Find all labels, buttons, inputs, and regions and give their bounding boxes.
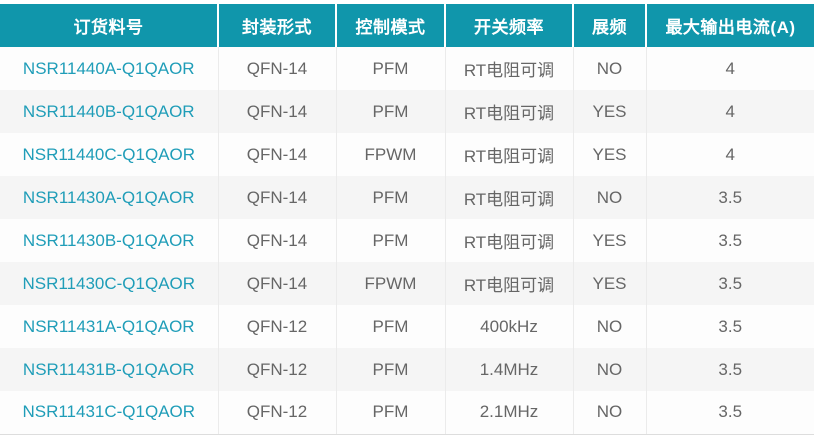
- max-current-cell: 4: [645, 133, 814, 176]
- max-current-cell: 4: [645, 47, 814, 90]
- table-row: NSR11431B-Q1QAOR QFN-12 PFM 1.4MHz NO 3.5: [0, 348, 814, 391]
- switch-freq-cell: RT电阻可调: [444, 262, 573, 305]
- spread-spectrum-cell: NO: [572, 47, 646, 90]
- switch-freq-cell: 2.1MHz: [444, 391, 573, 435]
- col-header-package: 封装形式: [217, 4, 336, 47]
- max-current-cell: 3.5: [645, 262, 814, 305]
- spread-spectrum-cell: NO: [572, 176, 646, 219]
- col-header-max-current: 最大输出电流(A): [645, 4, 814, 47]
- table-row: NSR11431A-Q1QAOR QFN-12 PFM 400kHz NO 3.5: [0, 305, 814, 348]
- part-number-link[interactable]: NSR11430C-Q1QAOR: [22, 273, 196, 293]
- part-number-link[interactable]: NSR11431B-Q1QAOR: [22, 359, 195, 379]
- part-number-link[interactable]: NSR11431A-Q1QAOR: [22, 316, 195, 336]
- package-cell: QFN-12: [217, 305, 336, 348]
- col-header-spread-spectrum: 展频: [572, 4, 646, 47]
- spread-spectrum-cell: NO: [572, 305, 646, 348]
- package-cell: QFN-14: [217, 47, 336, 90]
- switch-freq-cell: RT电阻可调: [444, 176, 573, 219]
- spread-spectrum-cell: YES: [572, 133, 646, 176]
- table-row: NSR11440B-Q1QAOR QFN-14 PFM RT电阻可调 YES 4: [0, 90, 814, 133]
- package-cell: QFN-12: [217, 348, 336, 391]
- switch-freq-cell: RT电阻可调: [444, 219, 573, 262]
- table-row: NSR11431C-Q1QAOR QFN-12 PFM 2.1MHz NO 3.5: [0, 391, 814, 435]
- control-mode-cell: PFM: [335, 219, 445, 262]
- switch-freq-cell: RT电阻可调: [444, 133, 573, 176]
- spread-spectrum-cell: YES: [572, 262, 646, 305]
- switch-freq-cell: RT电阻可调: [444, 90, 573, 133]
- package-cell: QFN-14: [217, 219, 336, 262]
- table-row: NSR11430C-Q1QAOR QFN-14 FPWM RT电阻可调 YES 3.5: [0, 262, 814, 305]
- max-current-cell: 3.5: [645, 176, 814, 219]
- part-number-cell: NSR11440B-Q1QAOR: [0, 90, 218, 133]
- control-mode-cell: PFM: [335, 348, 445, 391]
- part-number-link[interactable]: NSR11431C-Q1QAOR: [22, 402, 196, 422]
- col-header-switch-freq: 开关频率: [444, 4, 573, 47]
- control-mode-cell: PFM: [335, 305, 445, 348]
- package-cell: QFN-14: [217, 133, 336, 176]
- part-number-link[interactable]: NSR11440A-Q1QAOR: [22, 58, 195, 78]
- spread-spectrum-cell: YES: [572, 90, 646, 133]
- part-number-cell: NSR11430B-Q1QAOR: [0, 219, 218, 262]
- control-mode-cell: FPWM: [335, 262, 445, 305]
- table-row: NSR11430A-Q1QAOR QFN-14 PFM RT电阻可调 NO 3.5: [0, 176, 814, 219]
- package-cell: QFN-14: [217, 90, 336, 133]
- switch-freq-cell: 400kHz: [444, 305, 573, 348]
- max-current-cell: 3.5: [645, 305, 814, 348]
- part-number-cell: NSR11440C-Q1QAOR: [0, 133, 218, 176]
- table-row: NSR11440C-Q1QAOR QFN-14 FPWM RT电阻可调 YES 4: [0, 133, 814, 176]
- part-number-cell: NSR11431C-Q1QAOR: [0, 391, 218, 435]
- control-mode-cell: PFM: [335, 90, 445, 133]
- max-current-cell: 4: [645, 90, 814, 133]
- control-mode-cell: FPWM: [335, 133, 445, 176]
- spread-spectrum-cell: YES: [572, 219, 646, 262]
- col-header-part-number: 订货料号: [0, 4, 218, 47]
- package-cell: QFN-14: [217, 176, 336, 219]
- control-mode-cell: PFM: [335, 47, 445, 90]
- control-mode-cell: PFM: [335, 176, 445, 219]
- max-current-cell: 3.5: [645, 348, 814, 391]
- col-header-control-mode: 控制模式: [335, 4, 445, 47]
- part-number-cell: NSR11440A-Q1QAOR: [0, 47, 218, 90]
- table-row: NSR11440A-Q1QAOR QFN-14 PFM RT电阻可调 NO 4: [0, 47, 814, 90]
- spread-spectrum-cell: NO: [572, 391, 646, 435]
- package-cell: QFN-12: [217, 391, 336, 435]
- package-cell: QFN-14: [217, 262, 336, 305]
- header-row: 订货料号 封装形式 控制模式 开关频率 展频 最大输出电流(A): [0, 4, 814, 47]
- switch-freq-cell: 1.4MHz: [444, 348, 573, 391]
- part-number-cell: NSR11430C-Q1QAOR: [0, 262, 218, 305]
- max-current-cell: 3.5: [645, 219, 814, 262]
- table-row: NSR11430B-Q1QAOR QFN-14 PFM RT电阻可调 YES 3.5: [0, 219, 814, 262]
- switch-freq-cell: RT电阻可调: [444, 47, 573, 90]
- control-mode-cell: PFM: [335, 391, 445, 435]
- part-number-link[interactable]: NSR11440C-Q1QAOR: [22, 144, 196, 164]
- max-current-cell: 3.5: [645, 391, 814, 435]
- product-selection-table: 订货料号 封装形式 控制模式 开关频率 展频 最大输出电流(A) NSR1144…: [0, 4, 814, 435]
- part-number-link[interactable]: NSR11430A-Q1QAOR: [22, 187, 195, 207]
- part-number-cell: NSR11431A-Q1QAOR: [0, 305, 218, 348]
- part-number-cell: NSR11430A-Q1QAOR: [0, 176, 218, 219]
- part-number-cell: NSR11431B-Q1QAOR: [0, 348, 218, 391]
- spread-spectrum-cell: NO: [572, 348, 646, 391]
- part-number-link[interactable]: NSR11430B-Q1QAOR: [22, 230, 195, 250]
- part-number-link[interactable]: NSR11440B-Q1QAOR: [22, 101, 195, 121]
